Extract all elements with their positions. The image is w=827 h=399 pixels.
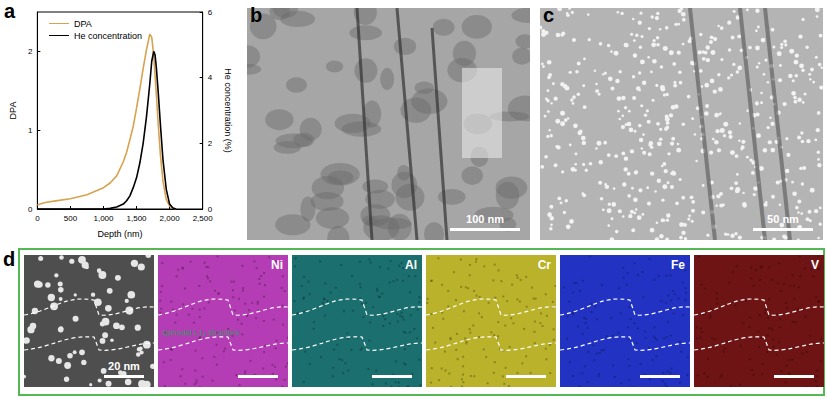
svg-text:0: 0 xyxy=(35,214,40,223)
svg-text:1,000: 1,000 xyxy=(93,214,114,223)
svg-text:Cr: Cr xyxy=(538,258,552,272)
html-text:b: b xyxy=(250,4,263,26)
svg-text:DPA: DPA xyxy=(74,19,92,29)
svg-text:50 nm: 50 nm xyxy=(767,213,799,225)
svg-text:Depth (nm): Depth (nm) xyxy=(97,229,142,239)
html-text:d: d xyxy=(3,248,16,270)
svg-text:2: 2 xyxy=(28,47,33,56)
svg-text:He concentration (%): He concentration (%) xyxy=(223,68,233,153)
svg-text:Ni: Ni xyxy=(271,258,283,272)
svg-text:DPA: DPA xyxy=(8,102,18,120)
svg-text:Al: Al xyxy=(405,258,417,272)
svg-text:1: 1 xyxy=(28,126,33,135)
svg-text:6: 6 xyxy=(208,8,213,17)
svg-text:Fe: Fe xyxy=(671,258,685,272)
svg-text:0: 0 xyxy=(208,205,213,214)
svg-text:4: 4 xyxy=(208,73,213,82)
svg-text:0: 0 xyxy=(28,205,33,214)
svg-text:He concentration: He concentration xyxy=(74,31,142,41)
svg-text:2,500: 2,500 xyxy=(193,214,214,223)
svg-text:2,000: 2,000 xyxy=(160,214,181,223)
svg-text:1,500: 1,500 xyxy=(127,214,148,223)
svg-text:2: 2 xyxy=(208,139,213,148)
svg-text:spinodal L1₂ structure: spinodal L1₂ structure xyxy=(162,328,240,337)
html-text:a: a xyxy=(4,0,16,22)
html-text:c: c xyxy=(543,4,555,26)
svg-text:500: 500 xyxy=(64,214,78,223)
svg-text:100 nm: 100 nm xyxy=(466,213,504,225)
svg-text:20 nm: 20 nm xyxy=(108,360,140,372)
svg-text:V: V xyxy=(811,258,819,272)
